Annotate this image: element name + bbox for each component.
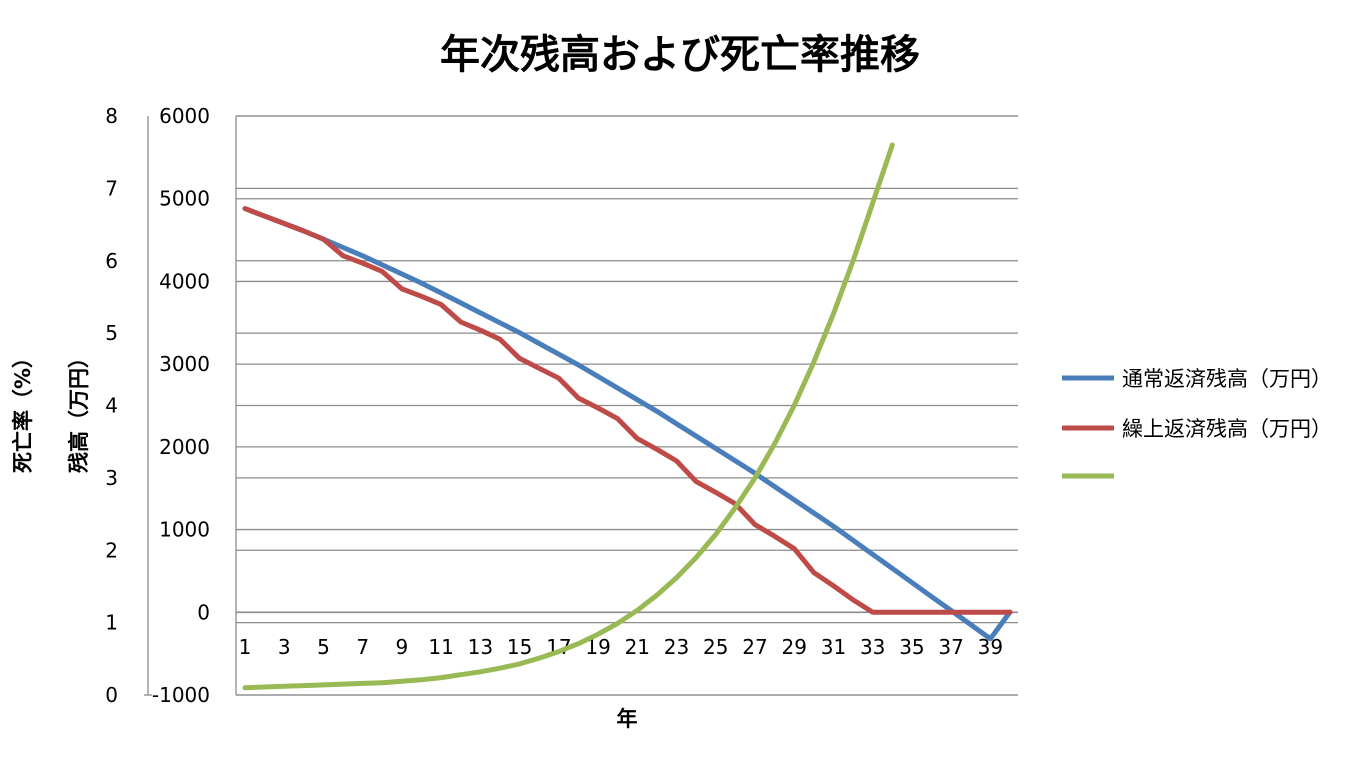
series-line-3	[242, 142, 895, 691]
legend-label-1: 通常返済残高（万円）	[1122, 367, 1332, 391]
x-tick-label: 3	[278, 635, 291, 659]
y-primary-tick-label: 6000	[159, 104, 210, 128]
legend-label-2: 繰上返済残高（万円）	[1122, 417, 1332, 441]
y-primary-tick-label: 4000	[159, 269, 210, 293]
x-tick-label: 9	[396, 635, 409, 659]
series-line-2	[242, 206, 1013, 615]
y-secondary-tick-label: 3	[105, 466, 118, 490]
x-tick-label: 13	[468, 635, 493, 659]
y-secondary-tick-label: 5	[105, 321, 118, 345]
y-primary-tick-label: 3000	[159, 352, 210, 376]
y-primary-tick-label: 0	[197, 600, 210, 624]
x-tick-label: 11	[428, 635, 453, 659]
y-secondary-tick-label: 1	[105, 611, 118, 635]
series-lines	[242, 142, 1013, 691]
x-tick-label: 7	[356, 635, 369, 659]
y-axis-title-outer: 死亡率（%）	[11, 347, 35, 473]
y-secondary-tick-label: 2	[105, 538, 118, 562]
y-secondary-tick-label: 8	[105, 104, 118, 128]
y-primary-tick-label: 2000	[159, 435, 210, 459]
x-tick-labels: 1 3 5 7 9 11 13 15 17 19 21 23 25 27 29 31 33 35 37 39	[239, 635, 1003, 659]
x-tick-label: 29	[782, 635, 807, 659]
chart-title: 年次残高および死亡率推移	[440, 32, 920, 78]
y-axis-title-inner: 残高（万円）	[67, 347, 91, 473]
x-tick-label: 33	[860, 635, 885, 659]
y-secondary-tick-label: 6	[105, 249, 118, 273]
y-primary-tick-label: 5000	[159, 187, 210, 211]
x-tick-label: 5	[317, 635, 330, 659]
x-tick-label: 1	[239, 635, 252, 659]
y-secondary-tick-label: 0	[105, 683, 118, 707]
y-primary-tick-label: 1000	[159, 518, 210, 542]
legend: 通常返済残高（万円） 繰上返済残高（万円）	[1062, 367, 1332, 479]
y-secondary-tick-label: 4	[105, 394, 118, 418]
x-tick-label: 15	[507, 635, 532, 659]
x-tick-label: 25	[703, 635, 728, 659]
y-secondary-tick-labels: 8 7 6 5 4 3 2 1 0	[105, 104, 118, 707]
y-primary-tick-label: -1000	[152, 683, 210, 707]
x-tick-label: 27	[742, 635, 767, 659]
y-primary-tick-labels: 6000 5000 4000 3000 2000 1000 0 -1000	[152, 104, 210, 707]
x-tick-label: 31	[821, 635, 846, 659]
x-tick-label: 21	[625, 635, 650, 659]
grid-lines	[236, 115, 1018, 696]
x-tick-label: 35	[899, 635, 924, 659]
x-tick-label: 23	[664, 635, 689, 659]
x-axis-title: 年	[617, 707, 638, 731]
y-secondary-tick-label: 7	[105, 176, 118, 200]
series-line-1	[242, 206, 1013, 642]
x-tick-label: 37	[938, 635, 963, 659]
